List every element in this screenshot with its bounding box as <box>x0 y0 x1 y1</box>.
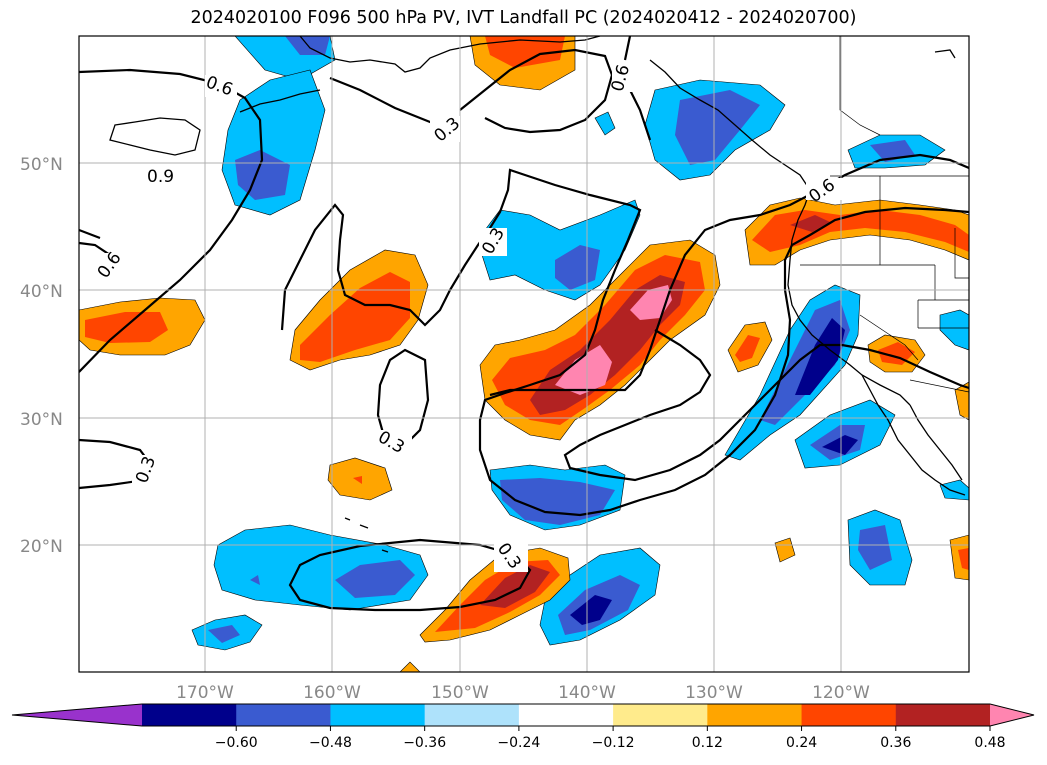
colorbar-extend-high <box>990 704 1034 726</box>
colorbar-tick-label: −0.24 <box>497 735 540 751</box>
gridlines <box>79 36 969 672</box>
colorbar-tick-label: 0.24 <box>786 735 817 751</box>
lat-label: 30°N <box>20 410 63 430</box>
colorbar-segment <box>518 704 614 726</box>
map-frame <box>78 35 970 673</box>
colorbar-extend-low <box>12 704 142 726</box>
colorbar-tick-label: 0.48 <box>974 735 1005 751</box>
lat-label: 20°N <box>20 537 63 557</box>
colorbar-segment <box>801 704 897 726</box>
baja-coast <box>861 374 966 496</box>
colorbar-outline <box>11 703 1035 727</box>
lat-label: 50°N <box>20 155 63 175</box>
longitude-labels: 170°W 160°W 150°W 140°W 130°W 120°W <box>176 683 870 703</box>
contour-label: 0.9 <box>147 167 174 187</box>
colorbar-tick-label: −0.60 <box>215 735 258 751</box>
coastlines <box>109 36 966 553</box>
colorbar-segment <box>142 704 237 726</box>
negative-anomalies <box>191 36 969 651</box>
contour-0.6-ar <box>489 153 969 397</box>
colorbar-segment <box>895 704 991 726</box>
colorbar-tick-label: −0.36 <box>403 735 446 751</box>
colorbar-segment <box>424 704 520 726</box>
contour-0.3-hawaii <box>288 538 532 612</box>
latitude-labels: 50°N 40°N 30°N 20°N <box>20 155 63 557</box>
map-area: 0.6 0.9 0.3 0.6 0.6 0.3 0.6 0.3 0.3 0.3 <box>79 36 969 672</box>
colorbar-tick-label: 0.36 <box>880 735 911 751</box>
contour-0.6-west <box>79 68 264 373</box>
colorbar-segment <box>707 704 803 726</box>
colorbar-segment <box>236 704 331 726</box>
colorbar-segment <box>613 704 708 726</box>
lon-label: 130°W <box>685 683 743 703</box>
colorbar-tick-label: −0.48 <box>309 735 352 751</box>
colorbar: −0.60 −0.48 −0.36 −0.24 −0.12 0.12 0.24 0.36 0.4… <box>11 703 1035 751</box>
political-borders <box>800 36 969 393</box>
alaska-coast <box>299 36 601 73</box>
contour-0.3-central <box>280 168 969 517</box>
blob-east-edge <box>939 309 969 351</box>
lon-label: 140°W <box>558 683 616 703</box>
lat-label: 40°N <box>20 282 63 302</box>
positive-anomalies <box>79 36 969 672</box>
figure-title: 2024020100 F096 500 hPa PV, IVT Landfall… <box>190 8 857 28</box>
lon-label: 120°W <box>812 683 870 703</box>
blob-central-pacific <box>481 199 641 301</box>
colorbar-tick-label: −0.12 <box>592 735 635 751</box>
lon-label: 150°W <box>431 683 489 703</box>
colorbar-segment <box>330 704 426 726</box>
us-west-coast <box>787 239 911 406</box>
blob-mexico-south <box>774 537 796 563</box>
colorbar-tick-label: 0.12 <box>692 735 723 751</box>
lon-label: 160°W <box>303 683 361 703</box>
lon-label: 170°W <box>176 683 234 703</box>
contour-0.6-loop <box>563 329 969 482</box>
contour-0.6-north <box>623 36 652 141</box>
